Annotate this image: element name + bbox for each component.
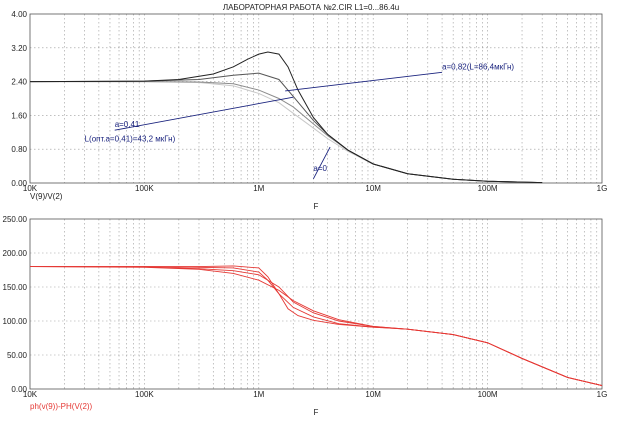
window-title: ЛАБОРАТОРНАЯ РАБОТА №2.CIR L1=0...86.4u xyxy=(223,3,399,12)
y-tick-label: 200.00 xyxy=(3,249,28,258)
y-axis-label: V(9)/V(2) xyxy=(30,192,63,201)
annotation-pointer xyxy=(312,146,331,179)
y-tick-label: 150.00 xyxy=(3,283,28,292)
series-line-2 xyxy=(30,266,603,387)
annotation-pointer xyxy=(114,96,294,131)
annotation-label: L(опт.a=0,41)=43,2 мкГн) xyxy=(85,135,176,144)
y-tick-label: 50.00 xyxy=(7,351,28,360)
x-tick-label: 100M xyxy=(478,184,498,193)
x-tick-label: 10K xyxy=(23,390,38,399)
series-line-1 xyxy=(30,81,543,184)
y-tick-label: 1.60 xyxy=(11,111,27,120)
x-axis-label: F xyxy=(314,202,319,211)
annotation-pointer xyxy=(285,71,443,92)
x-tick-label: 100K xyxy=(135,390,154,399)
series-line-0 xyxy=(29,266,603,387)
x-tick-label: 1G xyxy=(597,390,608,399)
plot-frame xyxy=(29,13,603,184)
x-tick-label: 1G xyxy=(597,184,608,193)
y-tick-label: 100.00 xyxy=(3,317,28,326)
x-tick-label: 1M xyxy=(253,184,264,193)
series-line-3 xyxy=(30,265,603,387)
series-line-1 xyxy=(29,266,603,387)
y-axis-label: ph(v(9))-PH(V(2)) xyxy=(30,402,93,411)
annotation-label: a=0,41 xyxy=(115,120,140,129)
y-tick-label: 0.80 xyxy=(11,145,27,154)
plot-frame xyxy=(29,218,603,390)
y-tick-label: 4.00 xyxy=(11,10,27,19)
series-line-0 xyxy=(30,81,543,184)
y-tick-label: 0.00 xyxy=(11,385,27,394)
x-axis-label: F xyxy=(314,408,319,417)
phase-plot: 10K 100K 1M 10M 100M 1G 0.00 50.00 100.00 150.00 2… xyxy=(3,215,608,417)
y-tick-label: 3.20 xyxy=(11,44,27,53)
x-tick-label: 1M xyxy=(253,390,264,399)
annotation-label: a=0 xyxy=(313,164,327,173)
x-tick-label: 100M xyxy=(478,390,498,399)
series-line-2 xyxy=(29,72,543,184)
y-tick-label: 250.00 xyxy=(3,215,28,224)
x-tick-label: 100K xyxy=(135,184,154,193)
x-tick-label: 10M xyxy=(365,390,381,399)
x-tick-label: 10M xyxy=(365,184,381,193)
y-tick-label: 0.00 xyxy=(11,179,27,188)
magnitude-plot: 10K 100K 1M 10M 100M 1G 0.00 0.80 1.60 2.40 3.20 4.… xyxy=(11,10,607,211)
series-line-3 xyxy=(29,51,543,184)
x-tick-label: 10K xyxy=(23,184,38,193)
annotation-label: a=0,82(L=86,4мкГн) xyxy=(442,62,514,71)
y-tick-label: 2.40 xyxy=(11,78,27,87)
